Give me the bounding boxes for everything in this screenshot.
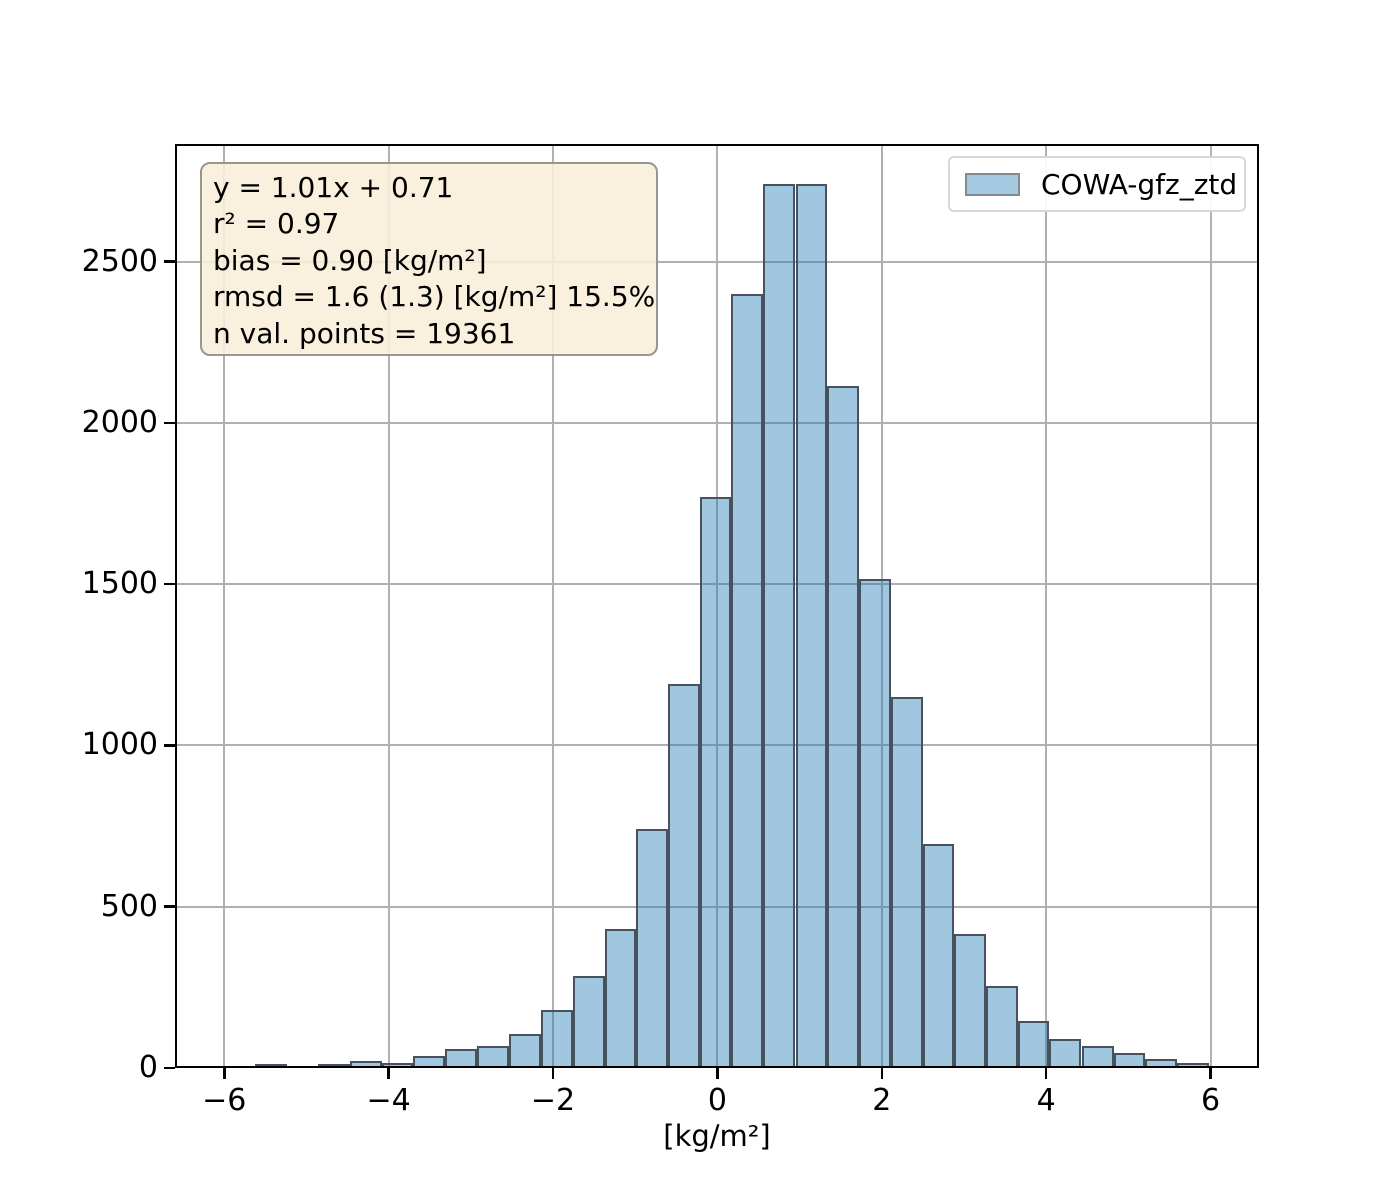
x-tick-label: 6 bbox=[1200, 1083, 1221, 1118]
x-tick-mark bbox=[880, 1068, 884, 1079]
x-tick-mark bbox=[1209, 1068, 1212, 1079]
y-tick-label: 2000 bbox=[81, 404, 158, 440]
stats-line-npoints: n val. points = 19361 bbox=[213, 316, 516, 350]
x-tick-label: 4 bbox=[1036, 1083, 1056, 1118]
gridline-vertical bbox=[880, 144, 883, 1068]
histogram-bar bbox=[858, 579, 891, 1068]
stats-line-fit: y = 1.01x + 0.71 bbox=[213, 171, 454, 204]
histogram-bar bbox=[954, 934, 987, 1068]
histogram-bar bbox=[350, 1060, 383, 1068]
y-tick-label: 500 bbox=[100, 888, 158, 924]
stats-line-rmsd: rmsd = 1.6 (1.3) [kg/m²] 15.5% bbox=[213, 280, 656, 314]
x-tick-label: 2 bbox=[872, 1083, 892, 1118]
gridline-vertical bbox=[1045, 144, 1048, 1068]
histogram-bar bbox=[540, 1009, 573, 1068]
histogram-bar bbox=[1176, 1062, 1209, 1068]
x-tick-label: 0 bbox=[707, 1083, 727, 1118]
x-tick-label: −4 bbox=[366, 1083, 411, 1118]
histogram-bar bbox=[477, 1046, 509, 1068]
histogram-bar bbox=[986, 985, 1019, 1068]
histogram-bar bbox=[604, 929, 636, 1068]
histogram-bar bbox=[286, 1066, 318, 1068]
histogram-bar bbox=[922, 843, 955, 1068]
x-tick-label: −2 bbox=[530, 1083, 576, 1118]
gridline-horizontal bbox=[175, 260, 1259, 263]
y-tick-mark bbox=[164, 582, 175, 586]
histogram-bar bbox=[413, 1056, 446, 1068]
y-tick-label: 1500 bbox=[81, 566, 158, 602]
gridline-horizontal bbox=[175, 744, 1259, 747]
histogram-bar bbox=[1113, 1052, 1145, 1068]
gridline-vertical bbox=[387, 144, 390, 1068]
y-tick-mark bbox=[164, 744, 175, 747]
histogram-bar bbox=[1144, 1059, 1177, 1068]
stats-line-r2: r² = 0.97 bbox=[213, 207, 340, 241]
histogram-bar bbox=[700, 497, 732, 1068]
histogram-bar bbox=[572, 976, 605, 1068]
histogram-bar bbox=[254, 1064, 287, 1068]
gridline-vertical bbox=[552, 144, 555, 1068]
gridline-vertical bbox=[1209, 144, 1212, 1068]
x-tick-mark bbox=[387, 1068, 390, 1079]
histogram-bar bbox=[318, 1063, 351, 1068]
y-tick-mark bbox=[164, 421, 175, 425]
gridline-horizontal bbox=[175, 905, 1259, 908]
histogram-bar bbox=[1018, 1021, 1050, 1068]
y-tick-label: 2500 bbox=[81, 243, 158, 279]
histogram-bar bbox=[445, 1048, 478, 1068]
histogram-bar bbox=[890, 697, 923, 1068]
histogram-bar bbox=[826, 385, 859, 1068]
histogram-bar bbox=[731, 294, 764, 1068]
legend-swatch-icon bbox=[965, 172, 1020, 196]
x-axis-label: [kg/m²] bbox=[663, 1119, 771, 1153]
legend-label: COWA-gfz_ztd bbox=[1041, 167, 1238, 201]
stats-line-bias: bias = 0.90 [kg/m²] bbox=[213, 243, 487, 277]
gridline-horizontal bbox=[175, 421, 1259, 424]
histogram-bar bbox=[636, 829, 669, 1068]
legend: COWA-gfz_ztd bbox=[948, 156, 1246, 212]
y-tick-mark bbox=[164, 1066, 175, 1070]
stats-annotation-box: y = 1.01x + 0.71 r² = 0.97 bias = 0.90 [… bbox=[200, 162, 658, 356]
histogram-bar bbox=[508, 1034, 541, 1068]
x-tick-mark bbox=[1044, 1068, 1048, 1079]
x-tick-mark bbox=[716, 1068, 719, 1079]
histogram-bar bbox=[795, 184, 827, 1068]
y-tick-label: 1000 bbox=[81, 727, 158, 763]
histogram-bar bbox=[1081, 1046, 1114, 1068]
y-tick-label: 0 bbox=[138, 1050, 158, 1085]
x-tick-label: −6 bbox=[202, 1083, 247, 1118]
plot-area bbox=[175, 144, 1259, 1068]
gridline-vertical bbox=[716, 144, 719, 1068]
gridline-horizontal bbox=[175, 583, 1259, 586]
y-tick-mark bbox=[164, 905, 175, 908]
histogram-bar bbox=[763, 184, 796, 1068]
gridline-vertical bbox=[223, 144, 226, 1068]
x-tick-mark bbox=[551, 1068, 555, 1079]
y-tick-mark bbox=[164, 260, 175, 263]
histogram-bar bbox=[1049, 1039, 1082, 1068]
histogram-bar bbox=[668, 684, 701, 1068]
x-tick-mark bbox=[223, 1068, 226, 1079]
